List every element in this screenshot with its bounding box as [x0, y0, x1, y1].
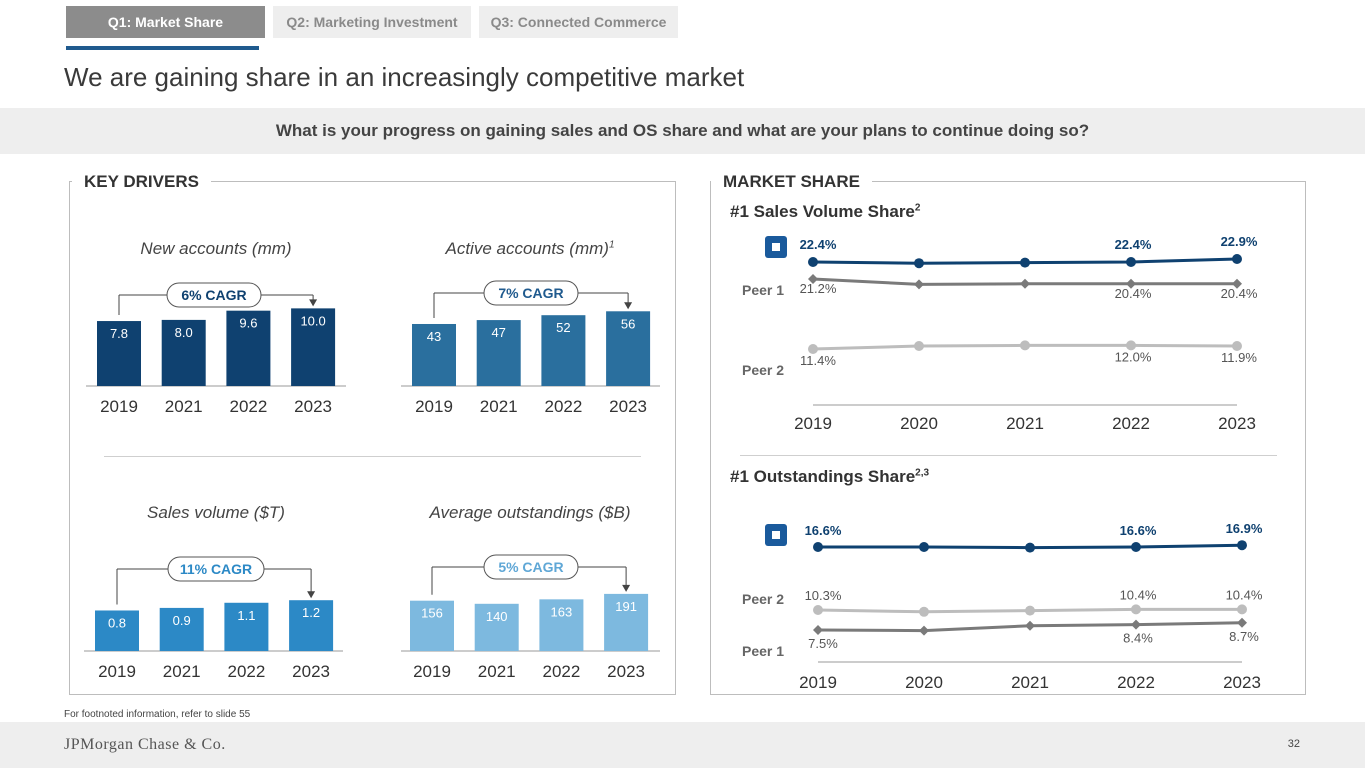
tab-marketing-investment[interactable]: Q2: Marketing Investment: [273, 6, 471, 38]
key-drivers-panel: [69, 181, 676, 695]
avg-outstandings-title: Average outstandings ($B): [429, 503, 631, 522]
page-title: We are gaining share in an increasingly …: [64, 62, 745, 92]
question-band: What is your progress on gaining sales a…: [0, 108, 1365, 154]
question-text: What is your progress on gaining sales a…: [275, 121, 1090, 140]
key-drivers-divider: [104, 456, 641, 457]
market-share-panel: [710, 181, 1306, 695]
tab-connected-commerce[interactable]: Q3: Connected Commerce: [479, 6, 678, 38]
new-accounts-title: New accounts (mm): [140, 239, 292, 258]
tab-market-share[interactable]: Q1: Market Share: [66, 6, 265, 38]
sales-volume-share-title: #1 Sales Volume Share2: [730, 202, 921, 221]
sales-volume-title: Sales volume ($T): [147, 503, 285, 522]
outstandings-share-title: #1 Outstandings Share2,3: [730, 467, 930, 486]
market-share-divider: [740, 455, 1277, 456]
key-drivers-title: KEY DRIVERS: [72, 172, 211, 192]
jpmorgan-logo: JPMorgan Chase & Co.: [64, 736, 226, 753]
active-tab-indicator: [66, 46, 259, 50]
footnote: For footnoted information, refer to slid…: [64, 709, 251, 720]
market-share-title: MARKET SHARE: [711, 172, 872, 192]
active-accounts-title: Active accounts (mm)1: [445, 239, 615, 258]
page-number: 32: [1287, 738, 1300, 750]
footer-band: [0, 722, 1365, 768]
